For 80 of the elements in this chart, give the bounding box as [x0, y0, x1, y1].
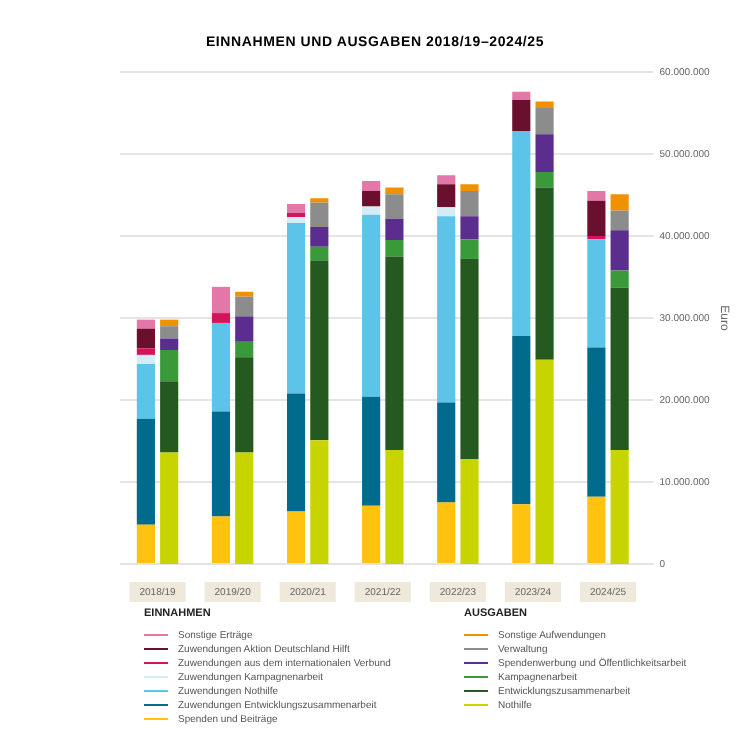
bar: [136, 348, 155, 355]
bar: [286, 393, 306, 512]
bar: [535, 108, 554, 135]
bar: [437, 207, 456, 217]
bar: [587, 190, 606, 201]
bar: [385, 194, 404, 219]
bar: [610, 230, 629, 271]
bar: [286, 511, 306, 563]
bar: [160, 319, 179, 327]
bar: [610, 210, 629, 231]
bar: [310, 226, 329, 247]
bar: [362, 396, 381, 506]
bar: [211, 322, 231, 412]
bar: [136, 363, 155, 419]
bar: [535, 187, 554, 360]
bar: [160, 326, 179, 339]
bar: [610, 194, 629, 211]
bar: [235, 296, 254, 317]
bar: [460, 216, 479, 240]
bar: [437, 175, 456, 185]
bar: [610, 450, 629, 564]
bar: [385, 187, 404, 195]
bar: [235, 341, 254, 358]
bar: [587, 347, 606, 497]
bar: [535, 134, 554, 173]
bar: [136, 418, 155, 525]
bar: [385, 450, 404, 564]
bar: [610, 287, 629, 451]
bar: [535, 172, 554, 188]
bar: [286, 204, 306, 214]
bar: [512, 504, 531, 563]
bar: [160, 349, 179, 382]
bar: [235, 291, 254, 297]
bar: [211, 286, 231, 314]
bar: [535, 359, 554, 564]
bar: [362, 181, 381, 191]
bar: [310, 202, 329, 227]
bar: [535, 101, 554, 109]
bar: [385, 218, 404, 241]
bar: [460, 258, 479, 460]
bar: [460, 184, 479, 191]
bar: [587, 239, 606, 348]
bar: [512, 99, 531, 132]
bar: [160, 381, 179, 453]
bar: [160, 338, 179, 350]
bar: [385, 256, 404, 451]
bar: [136, 328, 155, 349]
bar: [211, 411, 231, 517]
bar: [437, 502, 456, 563]
bar: [136, 524, 155, 563]
bar: [286, 217, 306, 223]
bar: [587, 496, 606, 563]
bar: [310, 440, 329, 564]
bar: [610, 270, 629, 288]
bar: [310, 246, 329, 261]
bar: [136, 354, 155, 364]
bar: [160, 452, 179, 564]
bar: [235, 357, 254, 453]
bar: [437, 402, 456, 503]
bar: [211, 313, 231, 323]
bar: [362, 214, 381, 397]
bar: [286, 222, 306, 394]
bar: [460, 239, 479, 259]
bar: [587, 200, 606, 236]
bar: [460, 190, 479, 217]
bar: [437, 216, 456, 403]
bar: [385, 240, 404, 257]
bar: [211, 516, 231, 563]
bar: [460, 459, 479, 564]
bar: [512, 91, 531, 100]
bar: [136, 319, 155, 329]
bar: [235, 452, 254, 564]
bar: [362, 190, 381, 207]
bar: [512, 131, 531, 337]
bar: [362, 206, 381, 215]
bar: [235, 316, 254, 342]
bar: [512, 336, 531, 505]
bar: [310, 260, 329, 441]
bar: [437, 184, 456, 208]
bar: [362, 505, 381, 563]
